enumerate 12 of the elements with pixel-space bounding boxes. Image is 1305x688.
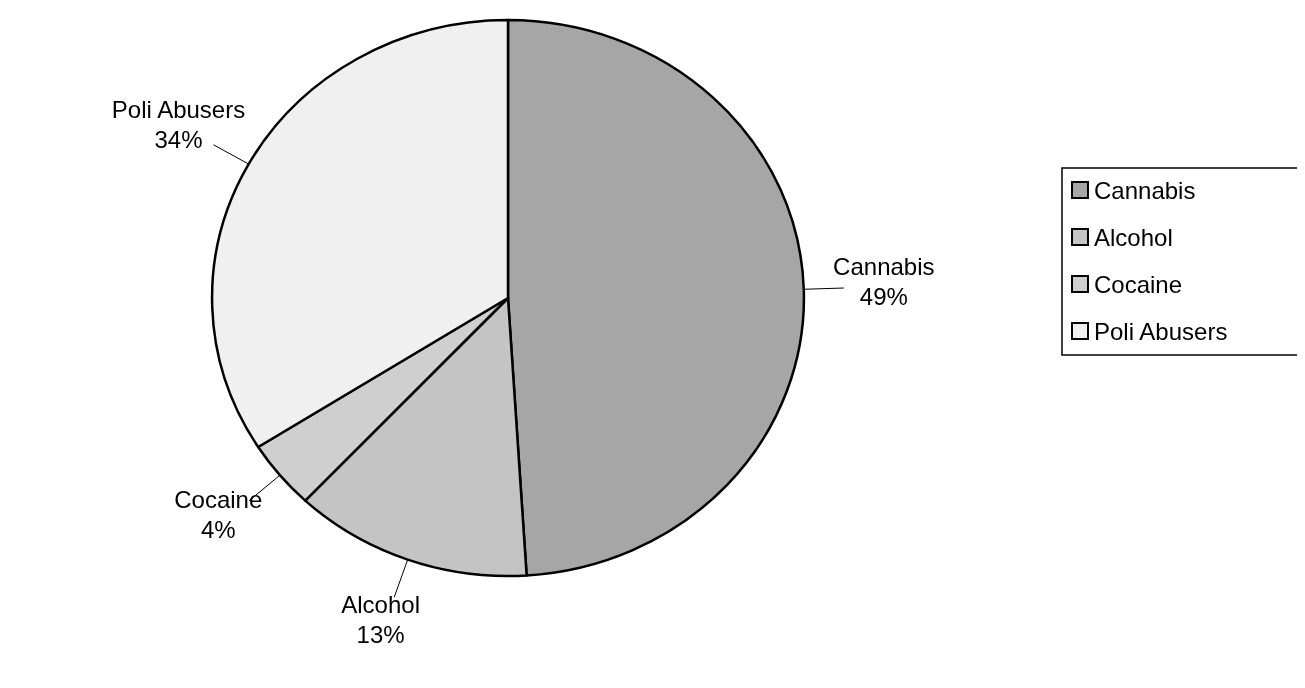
data-label: 49% — [859, 283, 908, 311]
data-label: 13% — [356, 621, 405, 649]
slice-label: Cocaine — [174, 485, 263, 513]
slice-label: Poli Abusers — [111, 96, 246, 124]
legend-label: Alcohol — [1094, 224, 1173, 251]
legend-label: Cannabis — [1094, 177, 1196, 204]
slice-label: Cannabis — [833, 253, 935, 281]
slice-label: Alcohol — [341, 591, 420, 619]
legend-label: Cocaine — [1094, 271, 1183, 298]
legend-label: Poli Abusers — [1094, 318, 1228, 345]
data-label: 4% — [200, 515, 236, 543]
data-label: 34% — [154, 126, 203, 154]
